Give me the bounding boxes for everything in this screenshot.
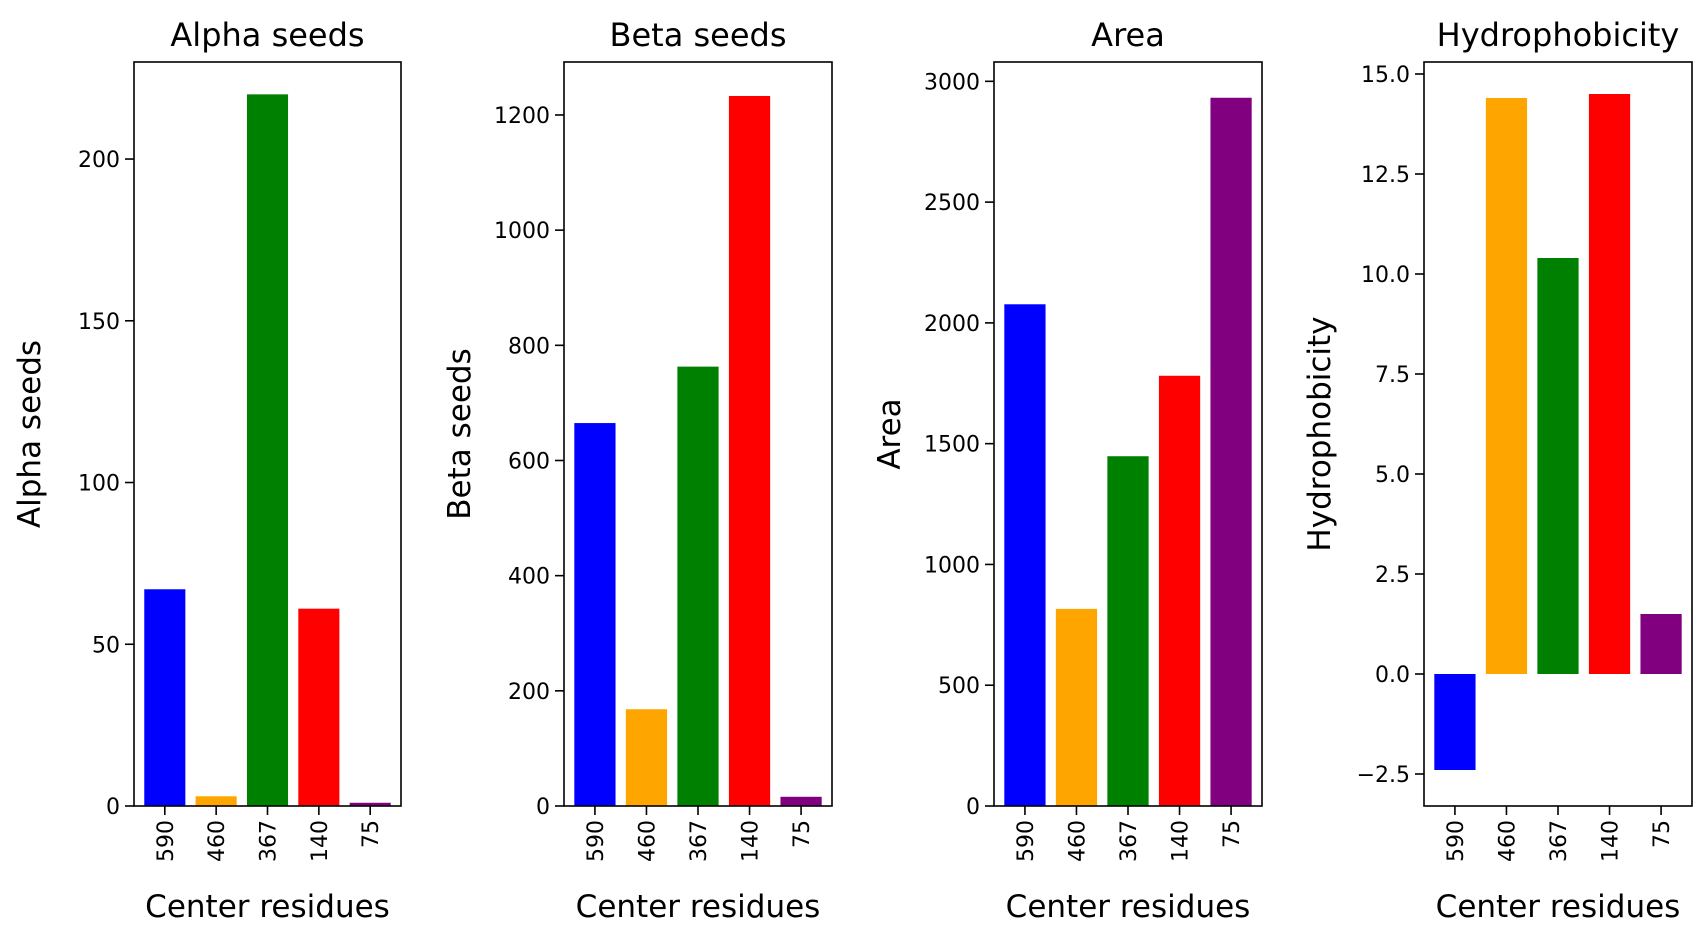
y-tick-label: 1200 — [494, 104, 550, 129]
y-axis-label: Beta seeds — [442, 348, 478, 519]
subplot-4: −2.5 0.0 2.5 5.0 7.5 10.0 12.5 15.0 590 460 367 140… — [1302, 16, 1693, 925]
bar-460 — [195, 796, 237, 806]
x-tick-label: 140 — [1599, 820, 1624, 862]
x-tick-label: 590 — [1444, 820, 1469, 862]
bar-590 — [1004, 304, 1046, 806]
y-tick-label: 1000 — [494, 219, 550, 244]
y-tick-label: 50 — [92, 633, 120, 658]
y-tick-label: 400 — [508, 565, 550, 590]
subplot-title: Beta seeds — [610, 16, 787, 54]
bar-75 — [1640, 614, 1682, 674]
y-axis-label: Alpha seeds — [12, 340, 48, 528]
bar-75 — [780, 796, 822, 806]
bar-367 — [1107, 456, 1149, 806]
subplot-title: Area — [1091, 16, 1165, 54]
x-tick-label: 590 — [154, 820, 179, 862]
subplot-2: 0 200 400 600 800 1000 1200 590 460 367 140 75 Beta … — [442, 16, 833, 925]
bar-460 — [1055, 608, 1098, 806]
x-tick-label: 367 — [687, 820, 712, 862]
y-tick-label: 5.0 — [1375, 463, 1410, 488]
x-tick-label: 367 — [1547, 820, 1572, 862]
bar-140 — [1158, 375, 1201, 806]
y-tick-label: 0 — [106, 795, 120, 820]
x-tick-label: 75 — [359, 820, 384, 848]
y-tick-label: 0.0 — [1375, 663, 1410, 688]
y-tick-label: 12.5 — [1361, 163, 1410, 188]
bar-367 — [677, 366, 719, 806]
bar-75 — [1210, 97, 1252, 806]
x-axis-label: Center residues — [1436, 889, 1681, 925]
x-tick-label: 460 — [635, 820, 660, 862]
subplot-3: 0 500 1000 1500 2000 2500 3000 590 460 367 140 75 Ar… — [872, 16, 1263, 925]
subplot-title: Alpha seeds — [170, 16, 364, 54]
y-tick-label: 2500 — [924, 191, 980, 216]
x-tick-label: 590 — [1014, 820, 1039, 862]
y-tick-label: 200 — [508, 680, 550, 705]
y-axis-label: Area — [872, 398, 908, 469]
x-tick-label: 590 — [584, 820, 609, 862]
x-tick-label: 460 — [1495, 820, 1520, 862]
x-tick-label: 75 — [790, 820, 815, 848]
y-tick-label: 15.0 — [1361, 63, 1410, 88]
y-tick-label: 800 — [508, 334, 550, 359]
subplot-1: 0 50 100 150 200 590 460 367 140 75 Alpha seeds Cen… — [12, 16, 402, 925]
bar-75 — [349, 802, 391, 806]
x-tick-label: 367 — [257, 820, 282, 862]
x-axis-label: Center residues — [145, 889, 390, 925]
y-tick-label: 150 — [78, 310, 120, 335]
bar-460 — [1485, 98, 1528, 674]
y-tick-label: 1500 — [924, 433, 980, 458]
y-tick-label: 1000 — [924, 553, 980, 578]
x-tick-label: 140 — [308, 820, 333, 862]
x-tick-label: 460 — [1065, 820, 1090, 862]
x-tick-label: 75 — [1220, 820, 1245, 848]
bar-140 — [728, 95, 771, 807]
y-tick-label: 2.5 — [1375, 563, 1410, 588]
x-tick-label: 75 — [1650, 820, 1675, 848]
bar-590 — [1434, 674, 1476, 770]
y-tick-label: 600 — [508, 449, 550, 474]
y-tick-label: 7.5 — [1375, 363, 1410, 388]
y-tick-label: 500 — [938, 674, 980, 699]
y-tick-label: 3000 — [924, 70, 980, 95]
y-tick-label: 200 — [78, 148, 120, 173]
y-tick-label: 0 — [966, 795, 980, 820]
x-tick-label: 460 — [205, 820, 230, 862]
x-tick-label: 140 — [739, 820, 764, 862]
y-tick-label: −2.5 — [1357, 763, 1410, 788]
x-tick-label: 140 — [1169, 820, 1194, 862]
y-tick-label: 10.0 — [1361, 263, 1410, 288]
y-tick-label: 2000 — [924, 312, 980, 337]
subplot-title: Hydrophobicity — [1437, 16, 1680, 54]
x-axis-label: Center residues — [1006, 889, 1251, 925]
bar-140 — [298, 608, 340, 806]
bar-140 — [1588, 94, 1631, 674]
x-axis-label: Center residues — [576, 889, 821, 925]
bar-460 — [625, 709, 668, 806]
bar-590 — [574, 423, 616, 806]
bar-367 — [1537, 258, 1579, 674]
x-tick-label: 367 — [1117, 820, 1142, 862]
y-tick-label: 100 — [78, 472, 120, 497]
y-tick-label: 0 — [536, 795, 550, 820]
bar-367 — [246, 94, 289, 807]
y-axis-label: Hydrophobicity — [1302, 316, 1338, 551]
bar-590 — [144, 589, 186, 806]
